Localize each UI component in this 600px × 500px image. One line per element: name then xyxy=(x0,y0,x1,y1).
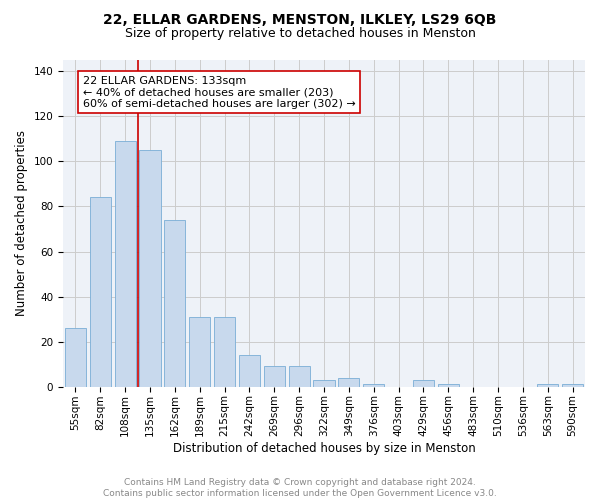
Bar xyxy=(189,317,210,386)
Text: 22 ELLAR GARDENS: 133sqm
← 40% of detached houses are smaller (203)
60% of semi-: 22 ELLAR GARDENS: 133sqm ← 40% of detach… xyxy=(83,76,356,109)
Bar xyxy=(264,366,285,386)
Bar xyxy=(562,384,583,386)
Bar xyxy=(338,378,359,386)
Bar xyxy=(65,328,86,386)
Bar xyxy=(90,198,111,386)
Bar xyxy=(413,380,434,386)
Bar xyxy=(164,220,185,386)
Bar xyxy=(239,355,260,386)
Bar xyxy=(115,141,136,386)
Bar xyxy=(289,366,310,386)
Bar xyxy=(139,150,161,386)
Y-axis label: Number of detached properties: Number of detached properties xyxy=(15,130,28,316)
Bar xyxy=(214,317,235,386)
Bar xyxy=(438,384,459,386)
Bar xyxy=(363,384,384,386)
Bar xyxy=(313,380,335,386)
Bar xyxy=(537,384,558,386)
Text: Contains HM Land Registry data © Crown copyright and database right 2024.
Contai: Contains HM Land Registry data © Crown c… xyxy=(103,478,497,498)
Text: 22, ELLAR GARDENS, MENSTON, ILKLEY, LS29 6QB: 22, ELLAR GARDENS, MENSTON, ILKLEY, LS29… xyxy=(103,12,497,26)
Text: Size of property relative to detached houses in Menston: Size of property relative to detached ho… xyxy=(125,28,475,40)
X-axis label: Distribution of detached houses by size in Menston: Distribution of detached houses by size … xyxy=(173,442,475,455)
